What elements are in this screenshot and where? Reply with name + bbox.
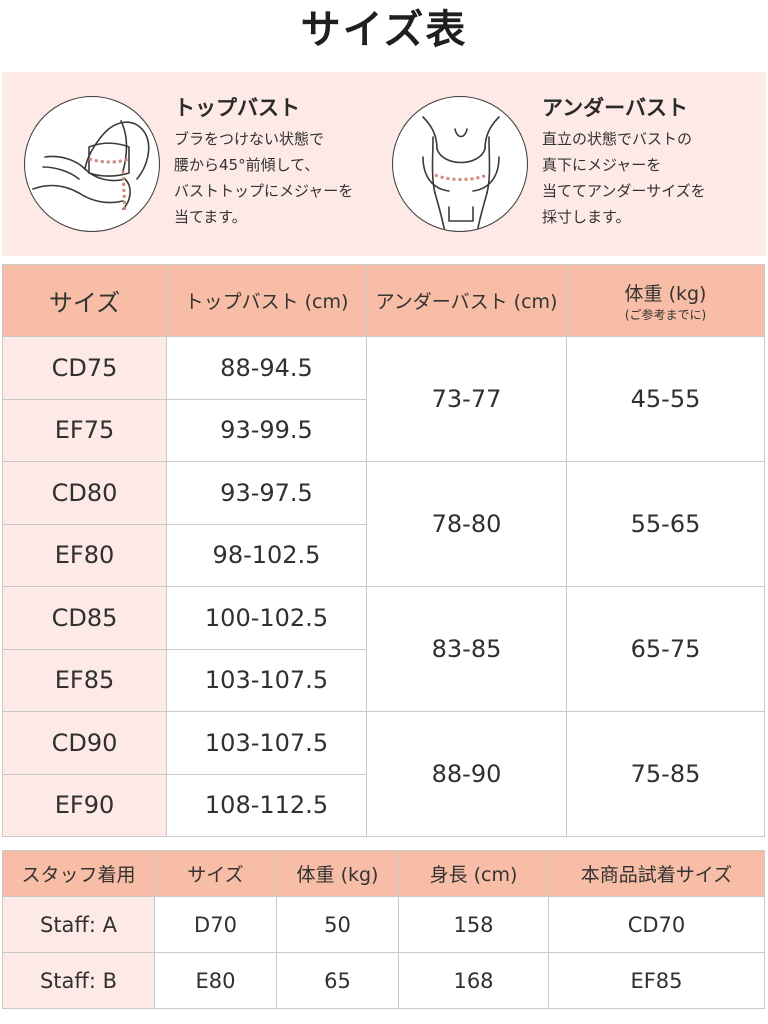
- measurement-guide: トップバスト ブラをつけない状態で 腰から45°前傾して、 バストトップにメジャ…: [2, 72, 766, 256]
- table-row: EF90 108-112.5: [2, 773, 765, 837]
- top-bust-instruction-line: 腰から45°前傾して、: [174, 156, 320, 174]
- top-bust-cell: 100-102.5: [166, 586, 367, 650]
- top-bust-instruction-line: バストトップにメジャーを: [174, 182, 354, 200]
- header-weight-note: (ご参考までに): [624, 308, 707, 322]
- staff-name-cell: Staff: A: [2, 896, 155, 953]
- staff-weight-cell: 50: [276, 896, 399, 953]
- staff-name-cell: Staff: B: [2, 952, 155, 1009]
- table-row: CD85 100-102.5 83-85 65-75: [2, 586, 765, 712]
- size-chart-table: サイズ トップバスト (cm) アンダーバスト (cm) 体重 (kg) (ご参…: [2, 264, 765, 837]
- under-bust-instruction-line: 直立の状態でバストの: [542, 130, 693, 148]
- weight-cell: 45-55: [566, 336, 765, 462]
- top-bust-cell: 93-97.5: [166, 461, 367, 525]
- size-cell: EF90: [2, 773, 167, 837]
- top-bust-cell: 103-107.5: [166, 711, 367, 775]
- staff-height-cell: 168: [398, 952, 549, 1009]
- size-cell: CD75: [2, 336, 167, 400]
- header-under-bust: アンダーバスト (cm): [366, 264, 567, 337]
- header-trial-size: 本商品試着サイズ: [548, 850, 765, 897]
- staff-height-cell: 158: [398, 896, 549, 953]
- top-bust-instruction-line: 当てます。: [174, 208, 247, 226]
- under-bust-cell: 78-80: [366, 461, 567, 587]
- table-row: Staff: B E80 65 168 EF85: [2, 952, 765, 1009]
- header-weight-label: 体重 (kg): [624, 283, 707, 305]
- standing-measure-icon: [392, 96, 528, 232]
- table-row: EF85 103-107.5: [2, 648, 765, 712]
- top-bust-heading: トップバスト: [174, 96, 300, 120]
- top-bust-cell: 88-94.5: [166, 336, 367, 400]
- page-title: サイズ表: [300, 7, 468, 53]
- table-row: CD75 88-94.5 73-77 45-55: [2, 336, 765, 462]
- header-staff-weight: 体重 (kg): [276, 850, 399, 897]
- header-staff-size: サイズ: [154, 850, 277, 897]
- weight-cell: 75-85: [566, 711, 765, 837]
- table-header-row: サイズ トップバスト (cm) アンダーバスト (cm) 体重 (kg) (ご参…: [2, 264, 765, 337]
- top-bust-cell: 108-112.5: [166, 773, 367, 837]
- size-cell: CD85: [2, 586, 167, 650]
- table-header-row: スタッフ着用 サイズ 体重 (kg) 身長 (cm) 本商品試着サイズ: [2, 850, 765, 897]
- table-row: CD90 103-107.5 88-90 75-85: [2, 711, 765, 837]
- header-weight: 体重 (kg) (ご参考までに): [566, 264, 765, 337]
- top-bust-cell: 103-107.5: [166, 648, 367, 712]
- staff-size-cell: D70: [154, 896, 277, 953]
- under-bust-cell: 88-90: [366, 711, 567, 837]
- weight-cell: 55-65: [566, 461, 765, 587]
- staff-weight-cell: 65: [276, 952, 399, 1009]
- size-cell: EF80: [2, 523, 167, 587]
- under-bust-instruction-line: 採寸します。: [542, 208, 631, 226]
- table-row: EF80 98-102.5: [2, 523, 765, 587]
- header-top-bust: トップバスト (cm): [166, 264, 367, 337]
- header-staff-height: 身長 (cm): [398, 850, 549, 897]
- header-staff: スタッフ着用: [2, 850, 155, 897]
- staff-size-cell: E80: [154, 952, 277, 1009]
- under-bust-instruction-line: 当ててアンダーサイズを: [542, 182, 706, 200]
- size-cell: EF75: [2, 398, 167, 462]
- trial-size-cell: EF85: [548, 952, 765, 1009]
- table-row: Staff: A D70 50 158 CD70: [2, 896, 765, 953]
- under-bust-cell: 73-77: [366, 336, 567, 462]
- top-bust-cell: 93-99.5: [166, 398, 367, 462]
- top-bust-cell: 98-102.5: [166, 523, 367, 587]
- leaning-measure-icon: [24, 96, 160, 232]
- top-bust-instruction-line: ブラをつけない状態で: [174, 130, 325, 148]
- under-bust-heading: アンダーバスト: [542, 96, 688, 120]
- header-size: サイズ: [2, 264, 167, 337]
- size-cell: EF85: [2, 648, 167, 712]
- staff-fitting-table: スタッフ着用 サイズ 体重 (kg) 身長 (cm) 本商品試着サイズ Staf…: [2, 850, 765, 1009]
- under-bust-instruction-line: 真下にメジャーを: [542, 156, 662, 174]
- trial-size-cell: CD70: [548, 896, 765, 953]
- size-cell: CD90: [2, 711, 167, 775]
- under-bust-cell: 83-85: [366, 586, 567, 712]
- table-row: CD80 93-97.5 78-80 55-65: [2, 461, 765, 587]
- weight-cell: 65-75: [566, 586, 765, 712]
- size-cell: CD80: [2, 461, 167, 525]
